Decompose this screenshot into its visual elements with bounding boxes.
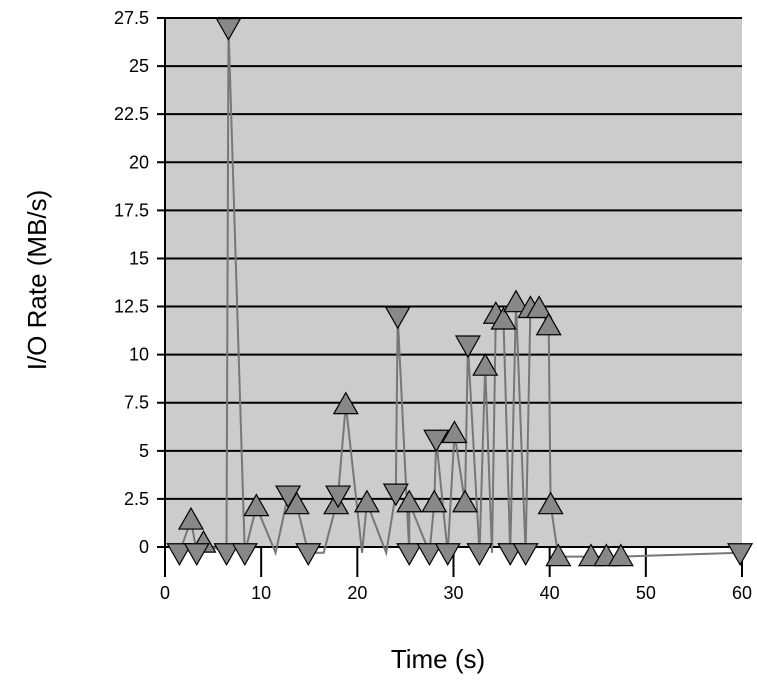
marker-up <box>472 352 499 376</box>
y-tick-label: 0 <box>139 537 149 557</box>
y-tick-label: 10 <box>129 345 149 365</box>
marker-down <box>275 485 302 509</box>
marker-up <box>535 312 562 336</box>
y-tick-label: 12.5 <box>114 297 149 317</box>
marker-down <box>231 543 258 566</box>
y-tick-label: 2.5 <box>124 489 149 509</box>
marker-up <box>177 506 204 530</box>
y-tick-label: 20 <box>129 152 149 172</box>
y-tick-label: 25 <box>129 56 149 76</box>
marker-down <box>215 18 242 41</box>
marker-up <box>502 289 530 313</box>
x-tick-label: 0 <box>160 583 170 603</box>
marker-down <box>384 306 411 330</box>
marker-up <box>243 493 270 517</box>
y-tick-label: 27.5 <box>114 8 149 28</box>
marker-down <box>325 485 352 509</box>
x-tick-label: 20 <box>347 583 367 603</box>
marker-down <box>183 543 210 566</box>
x-tick-label: 50 <box>636 583 656 603</box>
marker-down <box>512 543 539 566</box>
marker-down <box>213 543 240 566</box>
marker-down <box>466 543 493 566</box>
marker-down <box>423 429 450 453</box>
marker-up <box>396 489 423 513</box>
x-tick-label: 10 <box>251 583 271 603</box>
y-tick-label: 17.5 <box>114 200 149 220</box>
marker-up <box>441 420 468 444</box>
marker-down <box>166 543 193 566</box>
x-axis-title: Time (s) <box>391 644 485 674</box>
y-axis-title: I/O Rate (MB/s) <box>22 190 52 371</box>
marker-down <box>434 543 461 566</box>
x-tick-label: 60 <box>732 583 752 603</box>
marker-down <box>382 483 409 507</box>
marker-up <box>545 543 572 567</box>
marker-down <box>727 543 754 566</box>
y-tick-label: 22.5 <box>114 104 149 124</box>
gridlines <box>157 17 742 548</box>
y-tick-label: 5 <box>139 441 149 461</box>
x-tick-label: 30 <box>443 583 463 603</box>
marker-down <box>396 543 423 566</box>
marker-up <box>332 391 359 415</box>
marker-up <box>452 489 479 513</box>
marker-up <box>537 491 564 515</box>
y-axis: 0 2.5 5 7.5 10 12.5 15 17.5 20 22.5 25 27.5 <box>114 8 166 557</box>
x-tick-label: 40 <box>540 583 560 603</box>
marker-up <box>421 489 448 513</box>
marker-down <box>454 335 481 359</box>
marker-up <box>526 295 553 319</box>
marker-down <box>295 543 322 566</box>
marker-up <box>353 489 380 513</box>
marker-down <box>416 543 443 566</box>
y-tick-label: 15 <box>129 248 149 268</box>
y-tick-label: 7.5 <box>124 393 149 413</box>
markers-group <box>166 18 754 567</box>
marker-up <box>490 306 517 330</box>
marker-up <box>607 543 634 567</box>
